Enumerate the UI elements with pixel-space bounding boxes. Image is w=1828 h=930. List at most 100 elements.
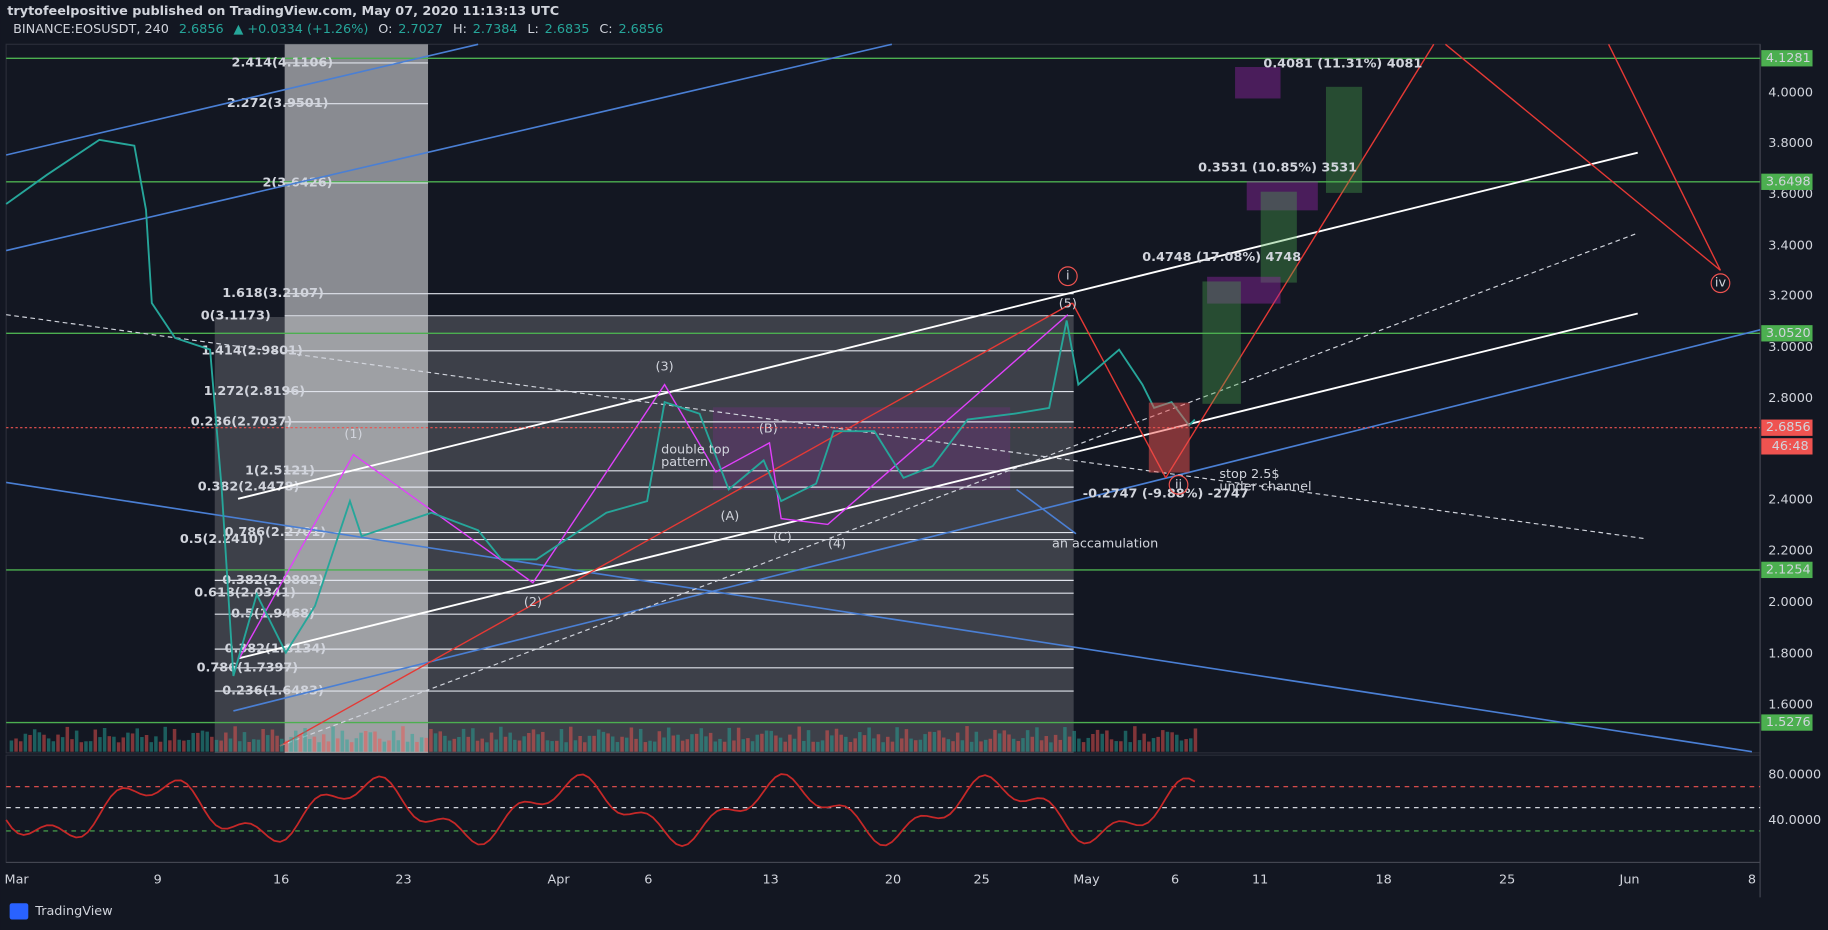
volume-bar: [564, 742, 568, 752]
price-axis-label: 3.0000: [1768, 340, 1813, 355]
volume-bar: [270, 729, 275, 752]
volume-bar: [820, 740, 825, 752]
volume-bar: [186, 739, 191, 752]
volume-bar: [98, 737, 102, 752]
position-box: [1207, 276, 1281, 304]
volume-bar: [1007, 734, 1011, 752]
volume-bar: [1063, 727, 1067, 752]
volume-bar: [1021, 738, 1025, 752]
volume-bar: [391, 730, 396, 752]
low: 2.6835: [545, 22, 590, 37]
volume-bar: [951, 741, 955, 752]
volume-bar: [797, 726, 801, 752]
wave-label: ii: [1175, 477, 1182, 492]
volume-bar: [1044, 736, 1049, 752]
trend-line: [1444, 43, 1721, 271]
date-axis-label: Jun: [1619, 872, 1640, 887]
volume-bar: [662, 737, 666, 752]
fib-label: 1(2.5121): [245, 463, 315, 478]
volume-bar: [583, 742, 587, 752]
volume-bar: [154, 736, 158, 752]
volume-bar: [904, 729, 909, 752]
volume-bar: [643, 742, 648, 752]
fib-label: 0.618(2.0341): [194, 586, 296, 601]
volume-bar: [531, 729, 536, 752]
wave-label: i: [1066, 269, 1070, 284]
volume-bar: [88, 741, 93, 752]
volume-bar: [32, 729, 37, 752]
volume-bar: [722, 741, 727, 752]
wave-label: (1): [344, 427, 362, 442]
position-box: [1235, 67, 1281, 99]
volume-bar: [489, 732, 494, 752]
volume-bar: [196, 732, 200, 752]
last-price-label: 2.6856: [1766, 420, 1811, 435]
volume-bar: [321, 734, 326, 752]
volume-bar: [335, 738, 340, 752]
volume-bar: [1161, 730, 1165, 752]
tradingview-logo[interactable]: TradingView: [9, 903, 113, 920]
volume-bar: [9, 740, 14, 752]
volume-bar: [18, 741, 23, 752]
volume-bar: [373, 731, 377, 752]
wave-label: (A): [720, 509, 739, 524]
osc-axis-label: 80.0000: [1768, 768, 1821, 783]
position-label: 0.3531 (10.85%) 3531: [1198, 160, 1357, 175]
date-axis-label: 9: [154, 872, 162, 887]
fib-label: 0.786(1.7397): [197, 660, 299, 675]
volume-bar: [144, 734, 149, 752]
volume-bar: [1002, 730, 1007, 752]
volume-bar: [466, 736, 470, 752]
volume-bar: [946, 739, 951, 752]
price-axis-label: 1.6000: [1768, 698, 1813, 713]
price-tag-label: 3.0520: [1766, 326, 1811, 341]
fib-label: 0(3.1173): [201, 308, 271, 323]
price-axis-label: 3.2000: [1768, 289, 1813, 304]
volume-bar: [993, 729, 997, 752]
volume-bar: [294, 730, 298, 752]
volume-bar: [955, 732, 960, 752]
volume-bar: [718, 738, 722, 752]
volume-bar: [387, 740, 391, 752]
volume-bar: [1100, 733, 1104, 752]
high-label: H:: [453, 22, 467, 37]
last-price-tag: [1761, 419, 1813, 436]
volume-bar: [275, 735, 279, 752]
volume-bar: [839, 734, 843, 752]
volume-bar: [569, 726, 573, 752]
volume-bar: [671, 735, 676, 752]
volume-bar: [280, 738, 284, 752]
volume-bar: [1095, 729, 1100, 752]
volume-bar: [191, 732, 195, 752]
volume-bar: [480, 738, 484, 752]
volume-bar: [452, 738, 456, 752]
price-tag: [1761, 325, 1813, 342]
volume-bar: [102, 727, 107, 752]
volume-bar: [1147, 741, 1151, 752]
volume-bar: [46, 738, 51, 752]
volume-bar: [354, 738, 359, 752]
price-path: [5, 138, 1196, 677]
volume-bar: [116, 742, 121, 752]
price-tag: [1761, 714, 1813, 731]
volume-bar: [974, 731, 979, 752]
volume-bar: [592, 735, 596, 752]
trend-line: [1607, 43, 1722, 271]
volume-bar: [475, 740, 480, 752]
volume-bar: [256, 739, 261, 752]
volume-bar: [429, 728, 433, 752]
volume-bar: [368, 732, 373, 752]
volume-bar: [941, 737, 946, 752]
volume-bar: [405, 741, 410, 752]
volume-bar: [657, 731, 662, 752]
volume-bar: [1030, 736, 1035, 752]
volume-bar: [1086, 737, 1090, 752]
volume-bar: [690, 734, 694, 752]
price-axis-label: 2.8000: [1768, 391, 1813, 406]
volume-bar: [415, 741, 419, 752]
volume-bar: [555, 740, 559, 752]
volume-bar: [60, 737, 65, 752]
volume-bar: [1156, 736, 1160, 752]
volume-bar: [200, 730, 205, 752]
volume-bar: [685, 739, 690, 752]
